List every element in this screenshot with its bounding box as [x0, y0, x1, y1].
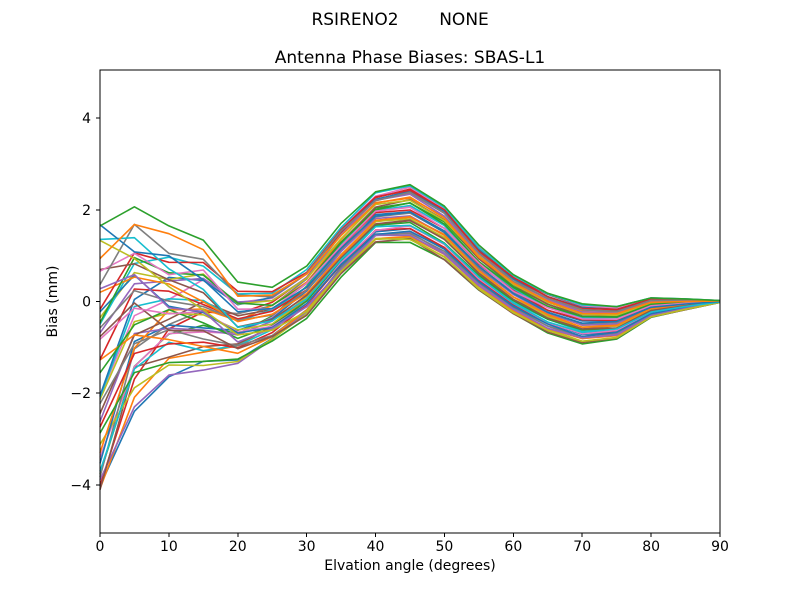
- y-tick-label: −4: [70, 478, 91, 494]
- bias-line-series: [99, 237, 721, 343]
- y-axis-ticks: −4 −2 0 2 4: [70, 111, 100, 494]
- axes-title: Antenna Phase Biases: SBAS-L1: [275, 48, 545, 68]
- bias-line-series: [99, 209, 721, 360]
- bias-line-series: [99, 206, 721, 321]
- x-tick-label: 60: [504, 539, 522, 555]
- x-tick-label: 90: [711, 539, 729, 555]
- suptitle-station: RSIRENO2: [311, 10, 398, 30]
- x-tick-label: 0: [96, 539, 105, 555]
- y-tick-label: 2: [82, 203, 91, 219]
- y-tick-label: −2: [70, 386, 91, 402]
- bias-line-series: [99, 183, 721, 308]
- y-tick-label: 0: [82, 295, 91, 311]
- bias-line-series: [99, 219, 721, 330]
- x-tick-label: 40: [367, 539, 385, 555]
- bias-line-series: [99, 224, 721, 334]
- data-lines: [99, 183, 721, 491]
- bias-line-series: [99, 202, 721, 323]
- bias-line-series: [99, 196, 721, 315]
- x-tick-label: 80: [642, 539, 660, 555]
- bias-line-series: [99, 216, 721, 329]
- bias-line-series: [99, 211, 721, 325]
- x-tick-label: 70: [573, 539, 591, 555]
- bias-line-series: [99, 230, 721, 338]
- x-axis-ticks: 0 10 20 30 40 50 60 70 80 90: [96, 533, 729, 555]
- bias-line-series: [99, 212, 721, 329]
- suptitle-mode: NONE: [439, 10, 489, 30]
- bias-line-series: [99, 241, 721, 434]
- x-tick-label: 50: [436, 539, 454, 555]
- bias-line-series: [99, 231, 721, 481]
- y-tick-label: 4: [82, 111, 91, 127]
- bias-line-series: [99, 189, 721, 311]
- bias-line-series: [99, 234, 721, 343]
- x-tick-label: 20: [229, 539, 247, 555]
- x-tick-label: 10: [160, 539, 178, 555]
- y-axis-label: Bias (mm): [45, 265, 61, 337]
- x-tick-label: 30: [298, 539, 316, 555]
- x-axis-label: Elvation angle (degrees): [324, 558, 495, 574]
- bias-line-series: [99, 191, 721, 313]
- bias-line-series: [99, 199, 721, 319]
